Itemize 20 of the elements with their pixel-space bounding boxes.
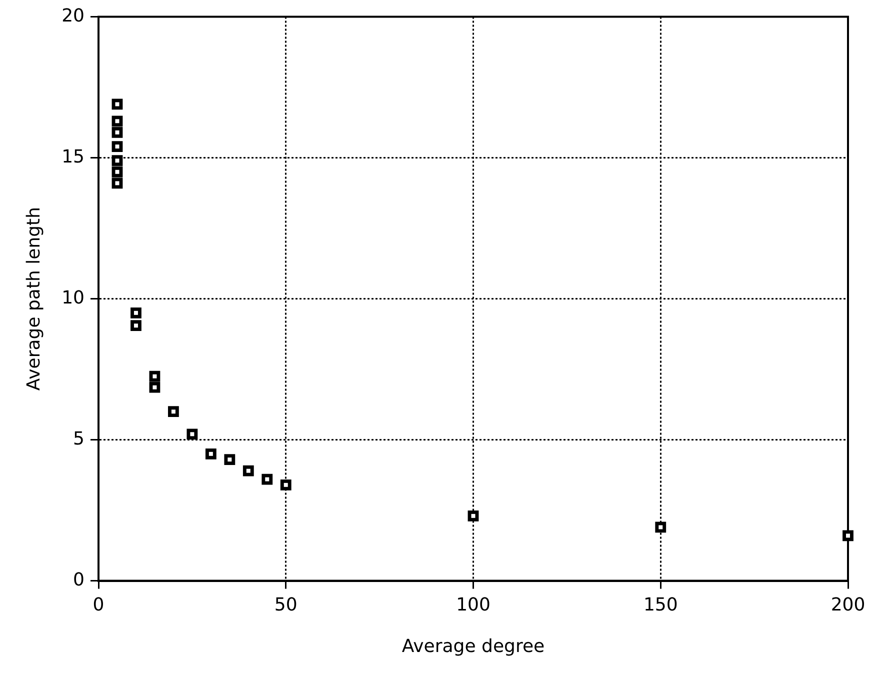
point [168,406,179,418]
y-tick-label: 5 [73,428,85,450]
x-tick-label: 0 [92,594,104,616]
point [242,465,254,476]
x-axis-title: Average degree [402,636,545,657]
point [130,307,142,318]
y-tick-label: 15 [62,146,85,168]
point [130,320,142,332]
x-tick-label: 150 [643,594,678,616]
point [280,479,292,490]
y-tick-label: 0 [73,569,85,590]
point [186,428,198,440]
point [205,448,216,460]
y-tick-label: 10 [62,287,85,308]
point [224,454,236,465]
x-tick-label: 100 [456,594,490,616]
y-tick-label: 20 [62,5,85,26]
y-axis-title: Average path length [23,206,44,391]
x-tick-label: 200 [830,594,866,616]
x-tick-label: 50 [274,594,298,616]
